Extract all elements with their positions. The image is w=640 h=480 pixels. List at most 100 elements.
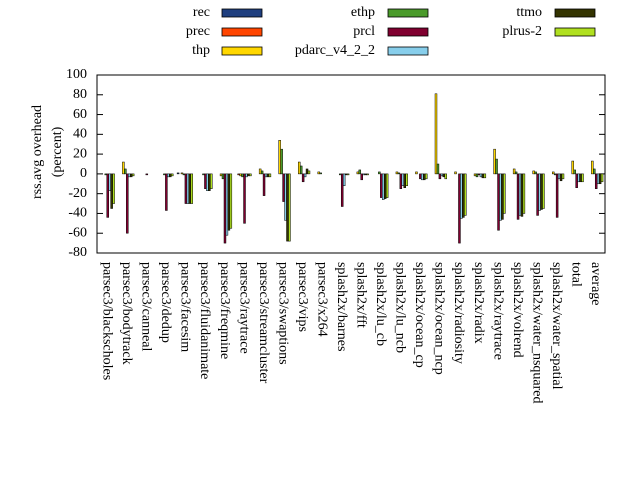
bar <box>424 173 428 180</box>
legend-swatch <box>387 46 429 56</box>
bar <box>483 173 487 179</box>
legend-label: prec <box>186 24 210 39</box>
bar <box>305 168 309 175</box>
bar <box>227 173 231 231</box>
legend-swatch <box>554 8 596 18</box>
bar <box>553 173 557 176</box>
bar <box>169 173 172 178</box>
bar <box>415 171 418 175</box>
bar <box>454 171 457 175</box>
bar <box>593 168 596 175</box>
legend-label: ttmo <box>516 5 542 20</box>
bar <box>581 173 584 183</box>
y-tick-label: 40 <box>73 127 87 142</box>
bar <box>538 173 541 211</box>
bar <box>399 173 403 189</box>
bar <box>319 172 322 175</box>
x-tick-label: splash2x/radix <box>471 262 486 344</box>
bar <box>344 173 348 176</box>
bar <box>442 173 446 178</box>
bar <box>596 173 600 185</box>
bar <box>598 173 602 185</box>
bar <box>434 93 438 175</box>
bar <box>167 173 170 178</box>
x-tick-label: splash2x/fft <box>354 262 369 328</box>
bar <box>202 173 205 176</box>
bar <box>340 173 344 207</box>
bar <box>110 173 113 209</box>
bar <box>561 173 565 180</box>
bar <box>112 173 115 204</box>
bar <box>577 173 580 183</box>
bar <box>104 173 108 176</box>
x-tick-label: splash2x/radiosity <box>451 262 466 364</box>
legend-label: prcl <box>353 24 375 39</box>
bar <box>499 173 502 221</box>
bar <box>383 173 387 199</box>
bar <box>204 173 207 189</box>
bar <box>575 173 578 188</box>
bar <box>264 173 268 178</box>
bar <box>186 173 190 204</box>
x-tick-label: parsec3/swaptions <box>275 262 290 365</box>
y-tick-label: -80 <box>68 245 87 260</box>
bar <box>579 173 582 183</box>
bar <box>260 170 264 175</box>
bar <box>462 173 465 218</box>
bar <box>184 173 188 204</box>
bar <box>591 160 594 175</box>
bar <box>573 169 576 175</box>
bar <box>356 171 360 175</box>
y-tick-label: 60 <box>73 107 87 122</box>
bar <box>129 173 133 178</box>
legend-swatch <box>221 46 263 56</box>
bar <box>280 148 283 175</box>
bar <box>346 173 350 176</box>
bar <box>128 173 131 178</box>
x-tick-label: parsec3/canneal <box>139 262 154 351</box>
bar <box>176 172 180 175</box>
bar <box>208 173 211 191</box>
x-tick-label: parsec3/vips <box>295 262 310 332</box>
bar <box>188 173 192 204</box>
bar <box>514 171 518 175</box>
bar <box>241 173 244 178</box>
bar <box>266 173 270 178</box>
bar <box>366 173 369 176</box>
bar <box>284 173 287 221</box>
bar <box>493 148 496 175</box>
bar <box>385 173 389 198</box>
bar <box>378 171 381 175</box>
bar <box>460 173 463 219</box>
bar <box>342 173 346 187</box>
bar <box>557 173 561 180</box>
bar <box>403 173 406 188</box>
legend-swatch <box>554 27 596 37</box>
x-tick-label: total <box>568 262 583 287</box>
bar <box>221 173 225 180</box>
bar <box>122 161 125 175</box>
x-tick-label: splash2x/water_nsquared <box>529 262 544 404</box>
bar <box>458 173 461 244</box>
bar <box>317 171 320 175</box>
x-tick-label: parsec3/facesim <box>178 262 193 352</box>
bar <box>534 171 537 175</box>
bar <box>518 173 522 216</box>
bar <box>180 172 184 175</box>
bar <box>497 173 500 231</box>
bar <box>501 173 504 220</box>
y-tick-label: -60 <box>68 225 87 240</box>
y-axis-label: (percent) <box>50 126 65 177</box>
legend-swatch <box>221 8 263 18</box>
x-tick-label: splash2x/volrend <box>510 262 525 358</box>
bar <box>249 173 252 177</box>
legend-label: pdarc_v4_2_2 <box>295 43 375 58</box>
bar <box>382 173 385 200</box>
bar <box>182 173 186 176</box>
bar <box>444 173 447 180</box>
x-tick-label: splash2x/barnes <box>334 262 349 351</box>
bar <box>225 173 229 236</box>
bar <box>165 173 168 211</box>
x-tick-label: parsec3/raytrace <box>236 262 251 354</box>
